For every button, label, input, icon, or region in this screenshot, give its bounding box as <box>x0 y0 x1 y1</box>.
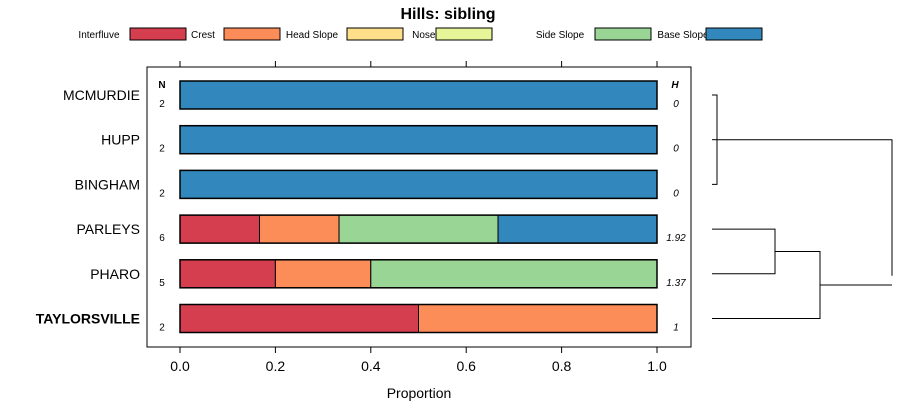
row-h: 1 <box>673 323 679 334</box>
legend-swatch <box>705 27 763 41</box>
row-n: 2 <box>159 323 165 334</box>
rows: MCMURDIE 2 0 HUPP 2 0 BINGHAM 2 0 PARLEYS 6 1.92 PHA… <box>36 80 686 334</box>
bar-segment <box>370 259 658 289</box>
tick-label: 0.8 <box>552 358 572 374</box>
legend-swatch <box>594 27 652 41</box>
x-axis: 0.0 0.2 0.4 0.6 0.8 1.0 <box>170 347 667 374</box>
tick-label: 0.6 <box>456 358 476 374</box>
legend-swatch <box>223 27 281 41</box>
row-h: 1.37 <box>666 278 686 289</box>
row-n: 2 <box>159 99 165 110</box>
bar-outline <box>179 214 658 244</box>
h-header: H <box>671 80 679 91</box>
bar-segment <box>338 214 499 244</box>
bar-segment <box>259 214 340 244</box>
legend-label: Head Slope <box>286 30 339 41</box>
row: PARLEYS 6 1.92 <box>76 214 686 244</box>
row-label: TAYLORSVILLE <box>36 311 140 327</box>
legend-label: Base Slope <box>657 30 709 41</box>
bar-outline <box>179 124 658 155</box>
row-h: 0 <box>673 144 679 155</box>
dendrogram <box>712 94 893 319</box>
dendrogram-branch <box>712 250 821 319</box>
legend-label: Side Slope <box>536 30 585 41</box>
bar-outline <box>179 259 658 289</box>
row-label: PHARO <box>90 266 140 282</box>
row-n: 5 <box>159 278 165 289</box>
bar-segment <box>179 304 419 333</box>
row-label: PARLEYS <box>76 221 140 237</box>
row-label: BINGHAM <box>75 176 140 192</box>
bar-outline <box>179 303 658 334</box>
dendrogram-branch <box>712 228 776 275</box>
row-label: HUPP <box>101 132 140 148</box>
plot-frame <box>146 66 692 348</box>
legend-swatch <box>435 27 493 41</box>
bar-segment <box>179 169 658 199</box>
tick-label: 1.0 <box>647 358 667 374</box>
bar-outline <box>179 169 658 200</box>
tick-label: 0.0 <box>170 358 190 374</box>
top-ticks <box>179 61 658 67</box>
legend-swatch <box>129 27 187 41</box>
bar-segment <box>179 125 658 155</box>
row-n: 2 <box>159 144 165 155</box>
row: MCMURDIE 2 0 <box>63 80 679 110</box>
row: HUPP 2 0 <box>101 124 679 155</box>
legend-label: Crest <box>191 30 215 41</box>
bar-segment <box>179 259 276 289</box>
tick-label: 0.2 <box>266 358 286 374</box>
row-label: MCMURDIE <box>63 87 140 103</box>
row-h: 0 <box>673 188 679 199</box>
chart-title: Hills: sibling <box>400 6 495 23</box>
legend-label: Interfluve <box>78 30 120 41</box>
tick-label: 0.4 <box>361 358 381 374</box>
legend-swatch <box>346 27 404 41</box>
n-header: N <box>158 80 165 91</box>
row-n: 6 <box>159 233 165 244</box>
row-h: 1.92 <box>666 233 686 244</box>
bar-segment <box>418 304 658 333</box>
bar-segment <box>274 259 372 289</box>
dendrogram-branch <box>717 139 893 276</box>
bar-outline <box>179 80 658 110</box>
row: PHARO 5 1.37 <box>90 259 686 289</box>
row: TAYLORSVILLE 2 1 <box>36 303 679 334</box>
bar-segment <box>497 214 658 244</box>
bar-segment <box>179 80 658 110</box>
row: BINGHAM 2 0 <box>75 169 679 200</box>
bar-segment <box>179 214 261 244</box>
row-n: 2 <box>159 188 165 199</box>
row-h: 0 <box>673 99 679 110</box>
x-axis-label: Proportion <box>387 385 452 401</box>
